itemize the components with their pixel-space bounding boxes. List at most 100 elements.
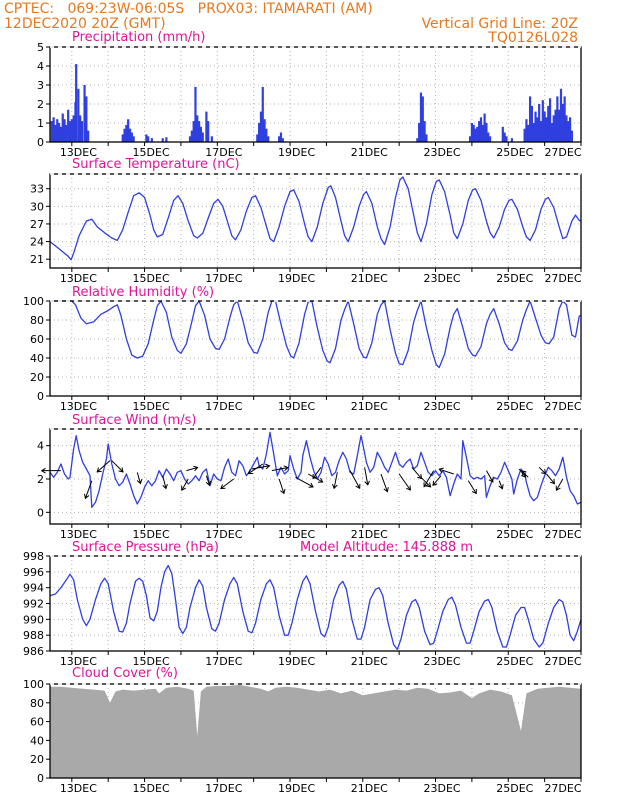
precip-xtick-label: 25DEC bbox=[496, 146, 533, 159]
precip-ytick-label: 5 bbox=[37, 41, 44, 54]
pressure-panel: Surface Pressure (hPa) Model Altitude: 1… bbox=[23, 540, 582, 668]
temp-ytick-label: 21 bbox=[30, 253, 44, 266]
wind-arrow-shaft bbox=[278, 478, 285, 494]
precip-bar bbox=[57, 123, 61, 142]
cloud-xtick-label: 19DEC bbox=[278, 782, 315, 795]
precip-bar bbox=[79, 115, 82, 142]
pres-xtick-label: 23DEC bbox=[424, 655, 461, 668]
wind-arrow-shaft bbox=[186, 466, 198, 472]
pres-ytick-label: 986 bbox=[23, 645, 44, 658]
wind-arrow-head bbox=[521, 470, 527, 476]
precip-bar bbox=[419, 92, 423, 142]
precip-bar bbox=[125, 124, 128, 142]
precip-bar bbox=[425, 134, 428, 142]
precip-bar bbox=[265, 128, 268, 142]
rh-xtick-label: 17DEC bbox=[205, 400, 242, 413]
pres-ytick-label: 998 bbox=[23, 550, 44, 563]
wind-arrow bbox=[220, 478, 234, 490]
precip-ytick-label: 3 bbox=[37, 79, 44, 92]
precip-bar bbox=[196, 115, 199, 142]
wind-arrow-shaft bbox=[498, 480, 503, 489]
precip-ytick-label: 4 bbox=[37, 60, 44, 73]
temp-xtick-label: 19DEC bbox=[278, 272, 315, 285]
pres-xtick-label: 17DEC bbox=[205, 655, 242, 668]
wind-arrow-shaft bbox=[398, 473, 411, 491]
precip-bar bbox=[281, 138, 284, 142]
cloud-xtick-label: 17DEC bbox=[205, 782, 242, 795]
precip-bar bbox=[505, 136, 508, 142]
wind-xtick-label: 15DEC bbox=[133, 528, 170, 541]
precip-bar bbox=[54, 124, 57, 142]
wind-arrow bbox=[411, 467, 423, 480]
precip-bar bbox=[536, 117, 539, 142]
wind-arrow bbox=[136, 472, 143, 485]
wind-arrow-head bbox=[364, 480, 370, 486]
wind-arrow-shaft bbox=[538, 466, 546, 475]
precip-bar bbox=[123, 128, 126, 142]
rh-ytick-label: 80 bbox=[30, 314, 44, 327]
precipitation-panel: Precipitation (mm/h) 0 1 2 3 4 5 13DEC 15DEC 17D… bbox=[37, 30, 582, 159]
rh-ytick-label: 0 bbox=[37, 390, 44, 403]
wind-ytick-label: 4 bbox=[37, 440, 44, 453]
precip-bar bbox=[256, 134, 259, 142]
wind-arrow-shaft bbox=[432, 475, 442, 486]
wind-arrow-head bbox=[498, 484, 504, 490]
wind-xtick-label: 17DEC bbox=[205, 528, 242, 541]
rh-series-line bbox=[50, 300, 582, 369]
wind-ytick-label: 0 bbox=[37, 506, 44, 519]
precip-bar bbox=[258, 123, 261, 142]
model-altitude-label: Model Altitude: 145.888 m bbox=[300, 540, 473, 555]
wind-arrow bbox=[546, 473, 555, 485]
pres-ytick-label: 994 bbox=[23, 582, 44, 595]
wind-arrow-shaft bbox=[521, 470, 529, 478]
rh-xtick-label: 21DEC bbox=[351, 400, 388, 413]
precip-bar bbox=[545, 117, 548, 142]
precip-bar bbox=[70, 119, 73, 142]
wind-arrow-shaft bbox=[96, 460, 111, 473]
precip-bar bbox=[188, 136, 192, 142]
precip-bar bbox=[530, 105, 534, 142]
wind-arrow bbox=[162, 475, 168, 490]
wind-arrow-shaft bbox=[555, 478, 564, 491]
temp-xtick-label: 25DEC bbox=[496, 272, 533, 285]
pres-ytick-label: 992 bbox=[23, 598, 44, 611]
precip-bar bbox=[59, 126, 63, 142]
precip-bar bbox=[541, 100, 544, 142]
precip-xtick-label: 13DEC bbox=[60, 146, 97, 159]
precip-bar bbox=[267, 136, 270, 142]
pressure-title: Surface Pressure (hPa) bbox=[72, 540, 219, 555]
wind-arrow bbox=[555, 478, 564, 492]
wind-arrow-shaft bbox=[136, 472, 141, 484]
precip-bar bbox=[547, 105, 550, 142]
wind-arrow-shaft bbox=[111, 460, 124, 473]
precip-bar bbox=[468, 136, 472, 142]
temperature-panel: Surface Temperature (nC) 21 24 27 30 33 13DEC… bbox=[30, 157, 582, 285]
precip-bar bbox=[52, 117, 55, 142]
wind-arrow bbox=[205, 475, 212, 487]
wind-arrow-shaft bbox=[251, 465, 270, 470]
wind-arrow bbox=[423, 470, 435, 488]
rh-xtick-label: 27DEC bbox=[544, 400, 581, 413]
wind-arrow-shaft bbox=[486, 470, 494, 483]
wind-arrow-head bbox=[40, 467, 46, 474]
precip-bar bbox=[63, 119, 66, 142]
precip-bar bbox=[528, 96, 532, 142]
precip-bar bbox=[65, 124, 68, 142]
precip-bar bbox=[56, 119, 59, 142]
wind-arrow-head bbox=[220, 484, 226, 490]
precip-bar bbox=[570, 130, 574, 142]
rh-xtick-label: 13DEC bbox=[60, 400, 97, 413]
wind-arrow-head bbox=[426, 482, 432, 488]
precip-bar bbox=[563, 96, 566, 142]
temp-ytick-label: 27 bbox=[30, 218, 44, 231]
precip-bar bbox=[278, 136, 281, 142]
precip-bar bbox=[68, 121, 72, 142]
cloud-xtick-label: 25DEC bbox=[496, 782, 533, 795]
wind-arrow-shaft bbox=[364, 467, 369, 486]
precip-bar bbox=[488, 136, 492, 142]
precip-bar bbox=[145, 134, 148, 142]
wind-arrow-shaft bbox=[411, 467, 422, 479]
wind-arrow bbox=[398, 473, 411, 491]
precip-xtick-label: 17DEC bbox=[205, 146, 242, 159]
rh-xtick-label: 15DEC bbox=[133, 400, 170, 413]
